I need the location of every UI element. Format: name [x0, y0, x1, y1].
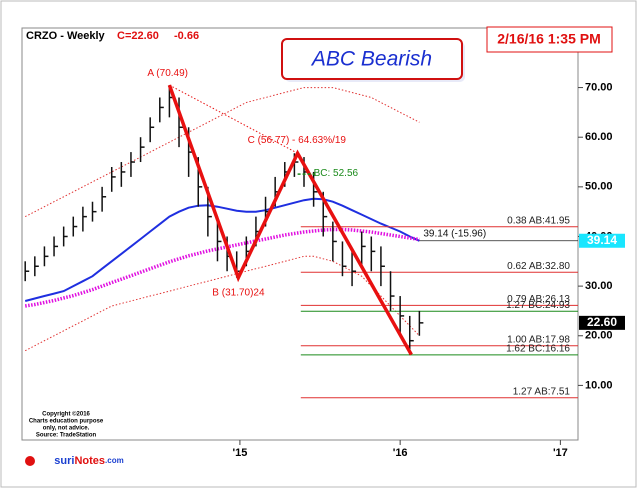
last-close: C=22.60	[117, 30, 159, 42]
y-tick-label: 70.00	[585, 81, 613, 93]
y-tick-label: 60.00	[585, 131, 613, 143]
copyright-line: Copyright ©2016	[42, 411, 90, 418]
y-tick-label: 50.00	[585, 181, 613, 193]
overlay-line	[24, 255, 420, 352]
level-label: 1.62 BC:16.16	[506, 343, 570, 354]
timestamp-box	[486, 26, 613, 53]
logo-part: Notes	[74, 455, 105, 467]
copyright-line: Charts education purpose	[29, 419, 104, 425]
copyright-line: only, not advice.	[43, 426, 90, 432]
level-label: 1.00 AB:17.98	[507, 334, 570, 345]
y-tick-label: 10.00	[585, 379, 613, 391]
logo-part: suri	[54, 455, 74, 467]
pattern-point-label: B (31.70)24	[212, 287, 265, 298]
x-tick-label: '15	[232, 447, 247, 459]
overlay-line	[24, 87, 420, 218]
level-label: 1.27 AB:7.51	[513, 386, 571, 397]
bc-label: BC: 52.56	[314, 168, 359, 179]
logo-icon	[25, 456, 35, 466]
level-label: 0.38 AB:41.95	[507, 215, 570, 226]
logo: suriNotes.com	[54, 455, 123, 467]
pattern-point-label: A (70.49)	[147, 68, 188, 79]
level-label: 0.62 AB:32.80	[507, 261, 570, 272]
price-tag	[579, 233, 625, 248]
pattern-box	[281, 38, 463, 80]
level-label: 0.79 AB:26.13	[507, 294, 570, 305]
ma-note: 39.14 (-15.96)	[423, 228, 486, 239]
y-tick-label: 20.00	[585, 330, 613, 342]
copyright-bg	[23, 408, 111, 438]
timestamp: 2/16/16 1:35 PM	[497, 31, 601, 47]
y-tick-label: 30.00	[585, 280, 613, 292]
pattern-label: ABC Bearish	[310, 48, 432, 71]
price-tag-label: 39.14	[587, 233, 617, 247]
overlay-line	[24, 197, 420, 302]
level-label: 1.27 BC:24.93	[506, 300, 570, 311]
pattern-line	[167, 84, 413, 356]
chart-title: CRZO - Weekly	[26, 30, 106, 42]
copyright-line: Source: TradeStation	[36, 433, 97, 439]
logo-part: .com	[105, 456, 124, 465]
x-tick-label: '17	[553, 447, 568, 459]
plot-area	[21, 27, 579, 441]
x-tick-label: '16	[393, 447, 408, 459]
price-tag	[579, 315, 625, 330]
pattern-point-label: C (56.77) - 64.63%/19	[248, 135, 347, 146]
price-tag-label: 22.60	[587, 315, 617, 329]
change: -0.66	[174, 30, 199, 42]
